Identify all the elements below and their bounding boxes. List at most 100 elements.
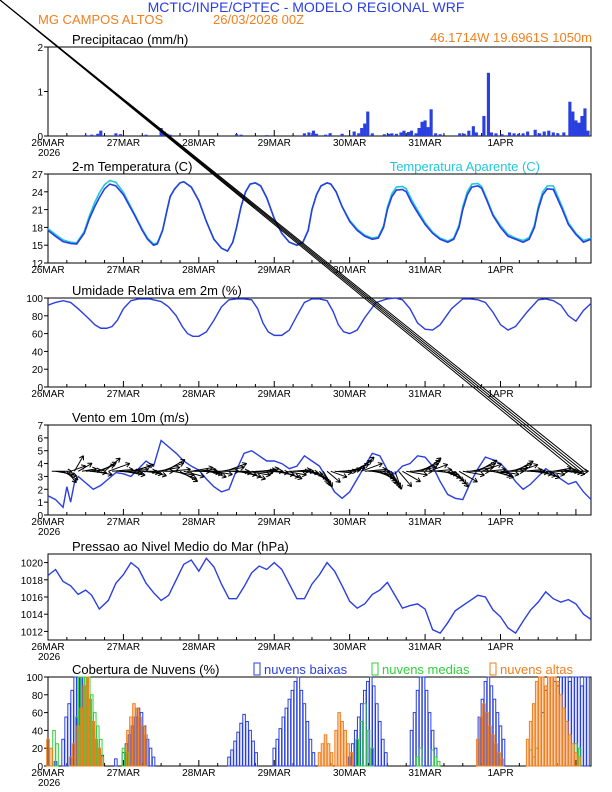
precip-bar <box>239 134 243 136</box>
wind-arrow <box>134 463 154 472</box>
cloud-bar-2 <box>349 752 353 767</box>
cloud-bar-2 <box>91 721 96 767</box>
precip-bar <box>387 133 391 136</box>
precip-bar <box>489 132 494 136</box>
wind-arrow-head <box>406 484 412 488</box>
cloud-bar-0 <box>299 689 304 767</box>
wind-arrow-head <box>463 484 469 488</box>
wind-arrow-shaft <box>330 470 348 478</box>
wind-arrow-head <box>243 463 248 468</box>
wind-arrow-head <box>444 464 449 469</box>
cloud-bar-2 <box>76 725 80 767</box>
humidity-ytick-label: 40 <box>32 347 44 358</box>
clouds-ytick-label: 40 <box>32 726 44 737</box>
precip-xtick-label: 30MAR <box>333 138 366 149</box>
clouds-xtick-label: 1APR <box>487 768 513 779</box>
pressure-year-label: 2026 <box>38 652 61 663</box>
precip-bar <box>265 135 269 136</box>
cloud-bar-2 <box>94 738 99 767</box>
wind-arrow-shaft <box>221 466 245 472</box>
wind-arrow-shaft <box>134 463 154 472</box>
cloud-bar-0 <box>308 738 313 767</box>
precip-bar <box>574 120 578 136</box>
cloud-bar-0 <box>64 716 68 767</box>
cloud-bar-1 <box>355 738 359 767</box>
wind-ytick-label: 2 <box>37 485 43 496</box>
wind-arrow-shaft <box>515 460 534 472</box>
humidity-ytick-label: 60 <box>32 330 44 341</box>
pressure-title: Pressao ao Nivel Medio do Mar (hPa) <box>72 539 289 554</box>
cloud-bar-2 <box>144 734 148 767</box>
precip-bar <box>84 135 88 136</box>
precip-bar <box>517 133 521 136</box>
cloud-bar-0 <box>248 729 252 767</box>
wind-ytick-label: 0 <box>37 511 43 522</box>
humidity-xtick-label: 29MAR <box>258 389 291 400</box>
wind-ytick-label: 3 <box>37 472 43 483</box>
wind-arrow-head <box>423 471 428 476</box>
pressure-line <box>47 557 592 635</box>
precip-bar <box>474 132 478 136</box>
wind-arrow-head <box>377 462 383 464</box>
wind-arrow-head <box>162 472 167 477</box>
wind-arrow-shaft <box>485 469 506 472</box>
wind-arrow-head <box>584 470 589 475</box>
wind-arrow-shaft <box>262 467 280 472</box>
wind-arrow-head <box>480 471 485 476</box>
wind-arrow-head <box>474 477 478 483</box>
wind-arrow-head <box>73 472 78 477</box>
cloud-bar-0 <box>412 712 417 767</box>
wind-arrow-head <box>534 464 539 469</box>
wind-arrow-head <box>257 473 262 478</box>
precip-bar <box>417 127 421 136</box>
wind-arrow <box>322 471 333 488</box>
wind-ytick-label: 7 <box>37 421 43 432</box>
cloud-bar-2 <box>132 703 136 767</box>
precip-bar <box>526 131 530 136</box>
wind-arrow-shaft <box>406 470 428 476</box>
cloud-bar-0 <box>227 756 231 767</box>
cloud-bar-0 <box>583 676 587 767</box>
wind-arrow-head <box>150 464 154 469</box>
cloud-bar-2 <box>528 721 533 767</box>
wind-arrow <box>515 460 534 472</box>
pressure-ytick-label: 1012 <box>21 627 44 638</box>
wind-arrow-head <box>79 455 84 459</box>
wind-arrow-shaft <box>108 463 130 472</box>
wind-arrow-head <box>113 462 117 467</box>
wind-arrow <box>428 463 449 472</box>
wind-arrow <box>225 462 248 472</box>
cloud-bar-0 <box>251 740 255 767</box>
wind-arrow-head <box>436 457 442 460</box>
wind-arrow-shaft <box>319 470 332 486</box>
humidity-ytick-label: 100 <box>26 294 43 305</box>
wind-arrow-head <box>240 466 245 471</box>
humidity-title: Umidade Relativa em 2m (%) <box>72 283 242 298</box>
precip-bar <box>438 134 442 136</box>
wind-arrow-head <box>298 474 303 479</box>
cloud-bar-0 <box>287 698 292 767</box>
wind-arrow-head <box>335 481 341 483</box>
wind-arrow-shaft <box>168 468 191 472</box>
precip-ytick-label: 2 <box>37 43 43 54</box>
cloud-bar-2 <box>497 752 501 767</box>
wind-arrow <box>410 468 433 475</box>
wind-arrow-head <box>556 473 561 479</box>
wind-arrow-shaft <box>519 464 538 472</box>
wind-arrow-head <box>554 477 560 480</box>
wind-arrow-shaft <box>326 470 341 483</box>
cloud-bar-0 <box>61 738 65 767</box>
wind-arrow-shaft <box>149 470 167 477</box>
wind-arrow-head <box>428 470 433 475</box>
humidity-line <box>47 297 592 337</box>
precip-bar <box>307 132 311 136</box>
wind-arrow <box>243 470 266 481</box>
wind-arrow <box>183 470 205 479</box>
wind-arrow-head <box>494 460 498 465</box>
wind-arrow-head <box>428 468 433 472</box>
precip-bar <box>583 108 587 136</box>
wind-arrow-head <box>560 471 565 475</box>
cloud-bar-0 <box>236 731 240 767</box>
wind-arrow-head <box>199 476 205 479</box>
precip-bar <box>234 134 239 136</box>
